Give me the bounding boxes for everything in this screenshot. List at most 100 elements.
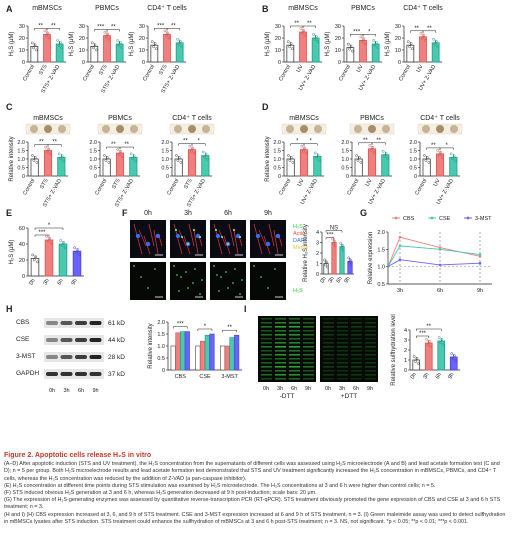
paneli-lane-band bbox=[289, 322, 300, 324]
caption-para-1: (A–D) After apoptotic induction (STS and… bbox=[4, 461, 500, 482]
panelb-chart-3-sig-label: ** bbox=[427, 26, 432, 32]
paneli-lane-band bbox=[365, 318, 376, 320]
paneli-lane-band bbox=[303, 342, 314, 344]
h2s-signal bbox=[218, 290, 220, 292]
dapi-nucleus bbox=[155, 233, 161, 239]
panelc-title-3: CD4⁺ T cells bbox=[172, 115, 212, 122]
panelf-chart-data-point bbox=[325, 265, 329, 269]
panelb-chart-2-sig-label: *** bbox=[353, 29, 361, 35]
panelb-chart-3-sig-bracket bbox=[422, 30, 436, 33]
panelh-lane-label: 9h bbox=[92, 388, 98, 394]
h2s-signal bbox=[199, 293, 201, 295]
paneli-lane-band bbox=[337, 370, 348, 372]
panelf-chart-data-point bbox=[340, 246, 343, 250]
paneli-lane-band bbox=[303, 354, 314, 356]
paneli-lane-band bbox=[303, 378, 314, 380]
paneld-chart-3-bar bbox=[435, 153, 445, 177]
paneli-lane-band bbox=[275, 358, 286, 360]
panelc-chart-3-tick-label: 2.0 bbox=[161, 140, 169, 146]
h2s-signal bbox=[174, 228, 178, 232]
paneli-lane-band bbox=[323, 346, 334, 348]
actin-fiber bbox=[253, 223, 263, 255]
panela-chart-1-tick-label: 10 bbox=[19, 48, 25, 54]
panelh-group-label: CSE bbox=[199, 374, 211, 380]
paneld-chart-2-data-point bbox=[386, 156, 389, 160]
panelb-chart-2-sig-bracket bbox=[362, 34, 376, 37]
panelc-title-2: PBMCs bbox=[108, 115, 132, 122]
paneld-chart-2-tick-label: 0.5 bbox=[341, 166, 349, 172]
panele-chart-bar bbox=[58, 243, 68, 277]
h2s-signal bbox=[239, 293, 241, 295]
panelf-time-label: 3h bbox=[184, 210, 192, 217]
panelg-legend-label: CBS bbox=[403, 216, 415, 222]
panelb-chart-2-sig-label: * bbox=[368, 29, 371, 35]
panelb-chart-1-data-point bbox=[286, 40, 290, 44]
panela-chart-3-xtick-label: STS bbox=[158, 64, 169, 77]
paneli-chart-data-point bbox=[426, 343, 430, 346]
paneli-lane-band bbox=[365, 326, 376, 328]
panela-chart-3-data-point bbox=[167, 36, 171, 40]
panelb-chart-2-data-point bbox=[363, 42, 367, 46]
panela-chart-1-data-point bbox=[57, 44, 61, 47]
panela-chart-3-tick-label: 0 bbox=[142, 60, 145, 66]
panelc-chart-3-tick-label: 1.0 bbox=[161, 157, 169, 163]
paneli-gel-image bbox=[258, 316, 316, 382]
panela-chart-1-tick-label: 30 bbox=[19, 24, 25, 30]
paneli-lane-band bbox=[323, 318, 334, 320]
panelg-point bbox=[478, 253, 482, 256]
panelg-point bbox=[398, 235, 402, 239]
panelc-chart-2-data-point bbox=[117, 153, 121, 156]
paneld-title-3: CD4⁺ T cells bbox=[420, 115, 460, 122]
h2s-signal bbox=[133, 265, 135, 267]
paneld-chart-2-data-point bbox=[371, 145, 375, 149]
h2s-signal bbox=[176, 274, 178, 276]
actin-fiber bbox=[153, 229, 159, 255]
panelh-group-label: CBS bbox=[175, 374, 187, 380]
panelb-chart-3: CD4⁺ T cells 0 10 20 30 H₂S (μM) ** ** Control UV… bbox=[385, 5, 443, 92]
paneli-chart-sig-bracket bbox=[416, 328, 442, 331]
panelh-blot-strip bbox=[44, 352, 104, 362]
actin-fiber bbox=[158, 235, 163, 247]
panelf-chart-tick-label: 3 bbox=[316, 241, 319, 247]
panelc-chart-3-tick-label: 0 bbox=[166, 174, 169, 180]
panelb-chart-3-xtick-label: Control bbox=[398, 64, 412, 82]
dapi-nucleus bbox=[255, 233, 261, 239]
paneld-chart-3-bar bbox=[449, 156, 458, 177]
panelc-chart-1-tick-label: 1.0 bbox=[17, 157, 25, 163]
paneli-chart-sig-label: *** bbox=[419, 331, 427, 337]
actin-fiber bbox=[138, 229, 147, 247]
panela-chart-1-title: mBMSCs bbox=[32, 5, 62, 12]
panela-chart-1-tick-label: 0 bbox=[22, 60, 25, 66]
panelc-chart-1-data-point bbox=[35, 161, 39, 164]
panelc-chart-1-data-point bbox=[44, 145, 48, 149]
panelb-chart-3-data-point bbox=[432, 37, 435, 41]
h2s-signal bbox=[178, 290, 180, 292]
paneli-lane-band bbox=[303, 326, 314, 328]
panela-chart-3-tick-label: 10 bbox=[139, 48, 145, 54]
panelb-chart-1-data-point bbox=[315, 35, 318, 38]
paneli-lane-band bbox=[303, 318, 314, 320]
panelb-chart-1-data-point bbox=[291, 47, 294, 51]
paneli-chart-tick-label: 1 bbox=[404, 358, 407, 364]
paneli-chart-ylabel: Relative sulfhydration level bbox=[391, 314, 397, 385]
panelb-chart-2-tick-label: 0 bbox=[338, 60, 341, 66]
paneld-chart-2-xtick-label: Control bbox=[346, 178, 360, 196]
paneli-condition-label: -DTT bbox=[280, 393, 295, 400]
panelg-line-cbs bbox=[387, 236, 481, 267]
paneld-chart-2-data-point bbox=[383, 154, 386, 158]
paneli-lane-band bbox=[365, 350, 376, 352]
actin-fiber bbox=[193, 229, 199, 255]
panelh-band bbox=[46, 372, 58, 376]
paneld-chart-3-data-point bbox=[454, 159, 457, 163]
paneli-lane-band bbox=[261, 338, 272, 340]
panelb-chart-2-tick-label: 10 bbox=[335, 48, 341, 54]
h2s-signal bbox=[232, 282, 234, 284]
panelh-blot-strip bbox=[44, 335, 104, 345]
paneld-chart-3-data-point bbox=[437, 154, 441, 157]
panelf-chart-tick-label: 1 bbox=[316, 262, 319, 268]
panela-chart-2-data-point bbox=[106, 32, 110, 36]
panela-chart-3-data-point bbox=[153, 42, 157, 46]
paneld-chart-2-data-point bbox=[358, 156, 361, 159]
panela-chart-3-data-point bbox=[152, 45, 155, 49]
